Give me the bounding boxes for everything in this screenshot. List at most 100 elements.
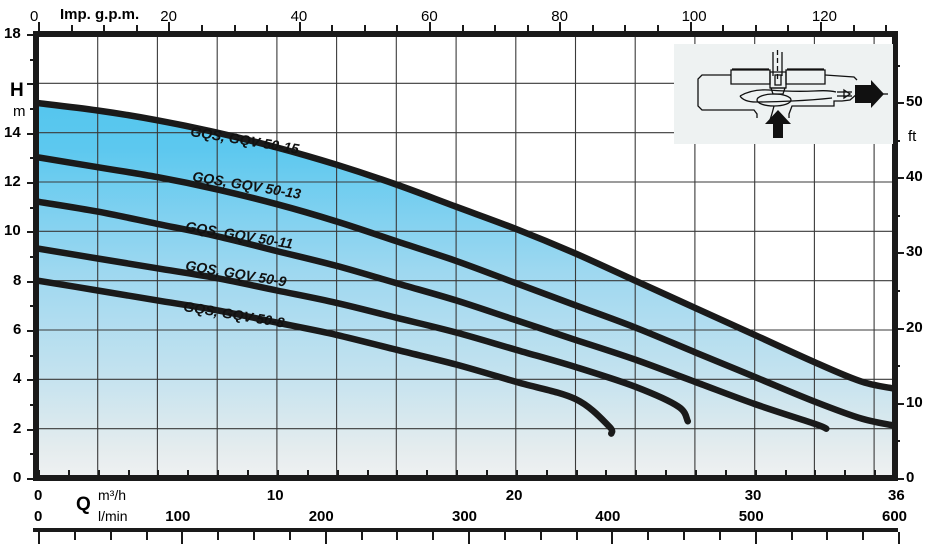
- bottom-secondary-axis-line: [33, 528, 898, 532]
- right-tick-0: 0: [906, 469, 914, 486]
- bottom-secondary-tick-mark: [325, 532, 327, 544]
- bottom-secondary-tick-mark: [253, 532, 255, 540]
- right-tick-30: 30: [906, 243, 923, 260]
- bottom-secondary-tick-mark: [611, 532, 613, 544]
- diffuser-ellipse: [757, 94, 791, 106]
- top-tick-100: 100: [682, 8, 707, 25]
- bottom-secondary-tick-mark: [826, 532, 828, 540]
- flow-path-upper: [740, 90, 836, 96]
- bottom-primary-tick-mark: [755, 470, 757, 477]
- bottom-primary-tick-mark: [187, 470, 189, 477]
- top-axis-label: Imp. g.p.m.: [60, 6, 139, 23]
- bottom-secondary-tick-mark: [791, 532, 793, 540]
- bottom-secondary-tick-mark: [289, 532, 291, 540]
- bottom-secondary-tick-mark: [755, 532, 757, 544]
- bottom-primary-tick-mark: [725, 470, 727, 477]
- bottom-secondary-tick-mark: [719, 532, 721, 540]
- bottom-primary-tick-mark: [128, 470, 130, 477]
- plot-top-border: [33, 31, 898, 37]
- bottom-primary-tick-mark: [576, 470, 578, 477]
- bottom-primary-tick-mark: [486, 470, 488, 477]
- bottom-primary-tick-mark: [277, 470, 279, 477]
- bottom-secondary-tick-mark: [862, 532, 864, 540]
- outlet-right-arrow: [855, 80, 884, 108]
- bottom-secondary-tick-400: 400: [595, 508, 620, 525]
- bottom-primary-tick-mark: [844, 470, 846, 477]
- bottom-secondary-tick-mark: [74, 532, 76, 540]
- left-tick-12: 12: [4, 173, 21, 190]
- casing-right-top: [825, 75, 857, 80]
- left-axis-unit: m: [13, 103, 26, 120]
- bottom-secondary-tick-mark: [432, 532, 434, 540]
- bottom-secondary-tick-mark: [576, 532, 578, 540]
- right-tick-40: 40: [906, 168, 923, 185]
- bottom-secondary-tick-mark: [683, 532, 685, 540]
- inlet-up-arrow: [765, 110, 791, 138]
- pump-cross-section-diagram: [674, 44, 893, 144]
- bottom-primary-tick-0: 0: [34, 487, 42, 504]
- bottom-primary-tick-mark: [68, 470, 70, 477]
- bottom-secondary-tick-mark: [146, 532, 148, 540]
- bottom-secondary-tick-mark: [468, 532, 470, 544]
- left-tick-10: 10: [4, 222, 21, 239]
- bottom-secondary-tick-500: 500: [739, 508, 764, 525]
- left-tick-8: 8: [13, 272, 21, 289]
- bottom-primary-tick-mark: [456, 470, 458, 477]
- casing-right-bottom: [789, 94, 857, 118]
- bottom-axis-symbol: Q: [76, 494, 91, 516]
- bottom-secondary-tick-mark: [361, 532, 363, 540]
- bottom-primary-tick-36: 36: [888, 487, 905, 504]
- bottom-unit-secondary: l/min: [98, 508, 128, 524]
- left-tick-6: 6: [13, 321, 21, 338]
- bottom-primary-tick-mark: [635, 470, 637, 477]
- bottom-secondary-tick-0: 0: [34, 508, 42, 525]
- pump-performance-chart: Imp. g.p.m. 020406080100120 H m 18141210…: [0, 0, 929, 549]
- bottom-secondary-tick-100: 100: [165, 508, 190, 525]
- bottom-primary-tick-mark: [98, 470, 100, 477]
- left-tick-0: 0: [13, 469, 21, 486]
- bottom-primary-tick-20: 20: [506, 487, 523, 504]
- bottom-secondary-tick-600: 600: [882, 508, 907, 525]
- bottom-primary-tick-mark: [38, 470, 40, 477]
- bottom-primary-tick-mark: [605, 470, 607, 477]
- impeller-right: [786, 70, 825, 84]
- bottom-primary-tick-mark: [307, 470, 309, 477]
- impeller-left: [731, 70, 770, 84]
- bottom-primary-tick-mark: [426, 470, 428, 477]
- casing-left: [698, 75, 757, 118]
- left-axis-symbol: H: [10, 80, 24, 102]
- flow-path-lower: [740, 96, 832, 102]
- bottom-primary-tick-mark: [546, 470, 548, 477]
- plot-left-border: [33, 31, 39, 481]
- bottom-secondary-tick-mark: [38, 532, 40, 544]
- bottom-primary-tick-mark: [665, 470, 667, 477]
- bottom-primary-tick-mark: [367, 470, 369, 477]
- bottom-secondary-tick-mark: [898, 532, 900, 544]
- bottom-primary-tick-mark: [814, 470, 816, 477]
- bottom-primary-tick-mark: [217, 470, 219, 477]
- bottom-secondary-tick-mark: [110, 532, 112, 540]
- bottom-secondary-tick-mark: [647, 532, 649, 540]
- bottom-primary-tick-mark: [516, 470, 518, 477]
- left-tick-2: 2: [13, 420, 21, 437]
- bottom-primary-tick-mark: [157, 470, 159, 477]
- bottom-secondary-tick-300: 300: [452, 508, 477, 525]
- bottom-primary-tick-mark: [337, 470, 339, 477]
- bottom-unit-primary: m³/h: [98, 487, 126, 503]
- right-tick-50: 50: [906, 93, 923, 110]
- bottom-primary-tick-mark: [785, 470, 787, 477]
- bottom-secondary-tick-mark: [504, 532, 506, 540]
- curve-area-fill: [38, 103, 898, 478]
- left-tick-18: 18: [4, 25, 21, 42]
- bottom-primary-tick-mark: [695, 470, 697, 477]
- bottom-primary-tick-mark: [396, 470, 398, 477]
- bottom-secondary-tick-200: 200: [309, 508, 334, 525]
- right-tick-10: 10: [906, 394, 923, 411]
- bottom-secondary-tick-mark: [181, 532, 183, 544]
- bottom-secondary-tick-mark: [540, 532, 542, 540]
- bottom-secondary-tick-mark: [396, 532, 398, 540]
- bottom-primary-tick-mark: [874, 470, 876, 477]
- left-tick-4: 4: [13, 370, 21, 387]
- right-tick-20: 20: [906, 319, 923, 336]
- outlet-small-arrow: [844, 90, 850, 98]
